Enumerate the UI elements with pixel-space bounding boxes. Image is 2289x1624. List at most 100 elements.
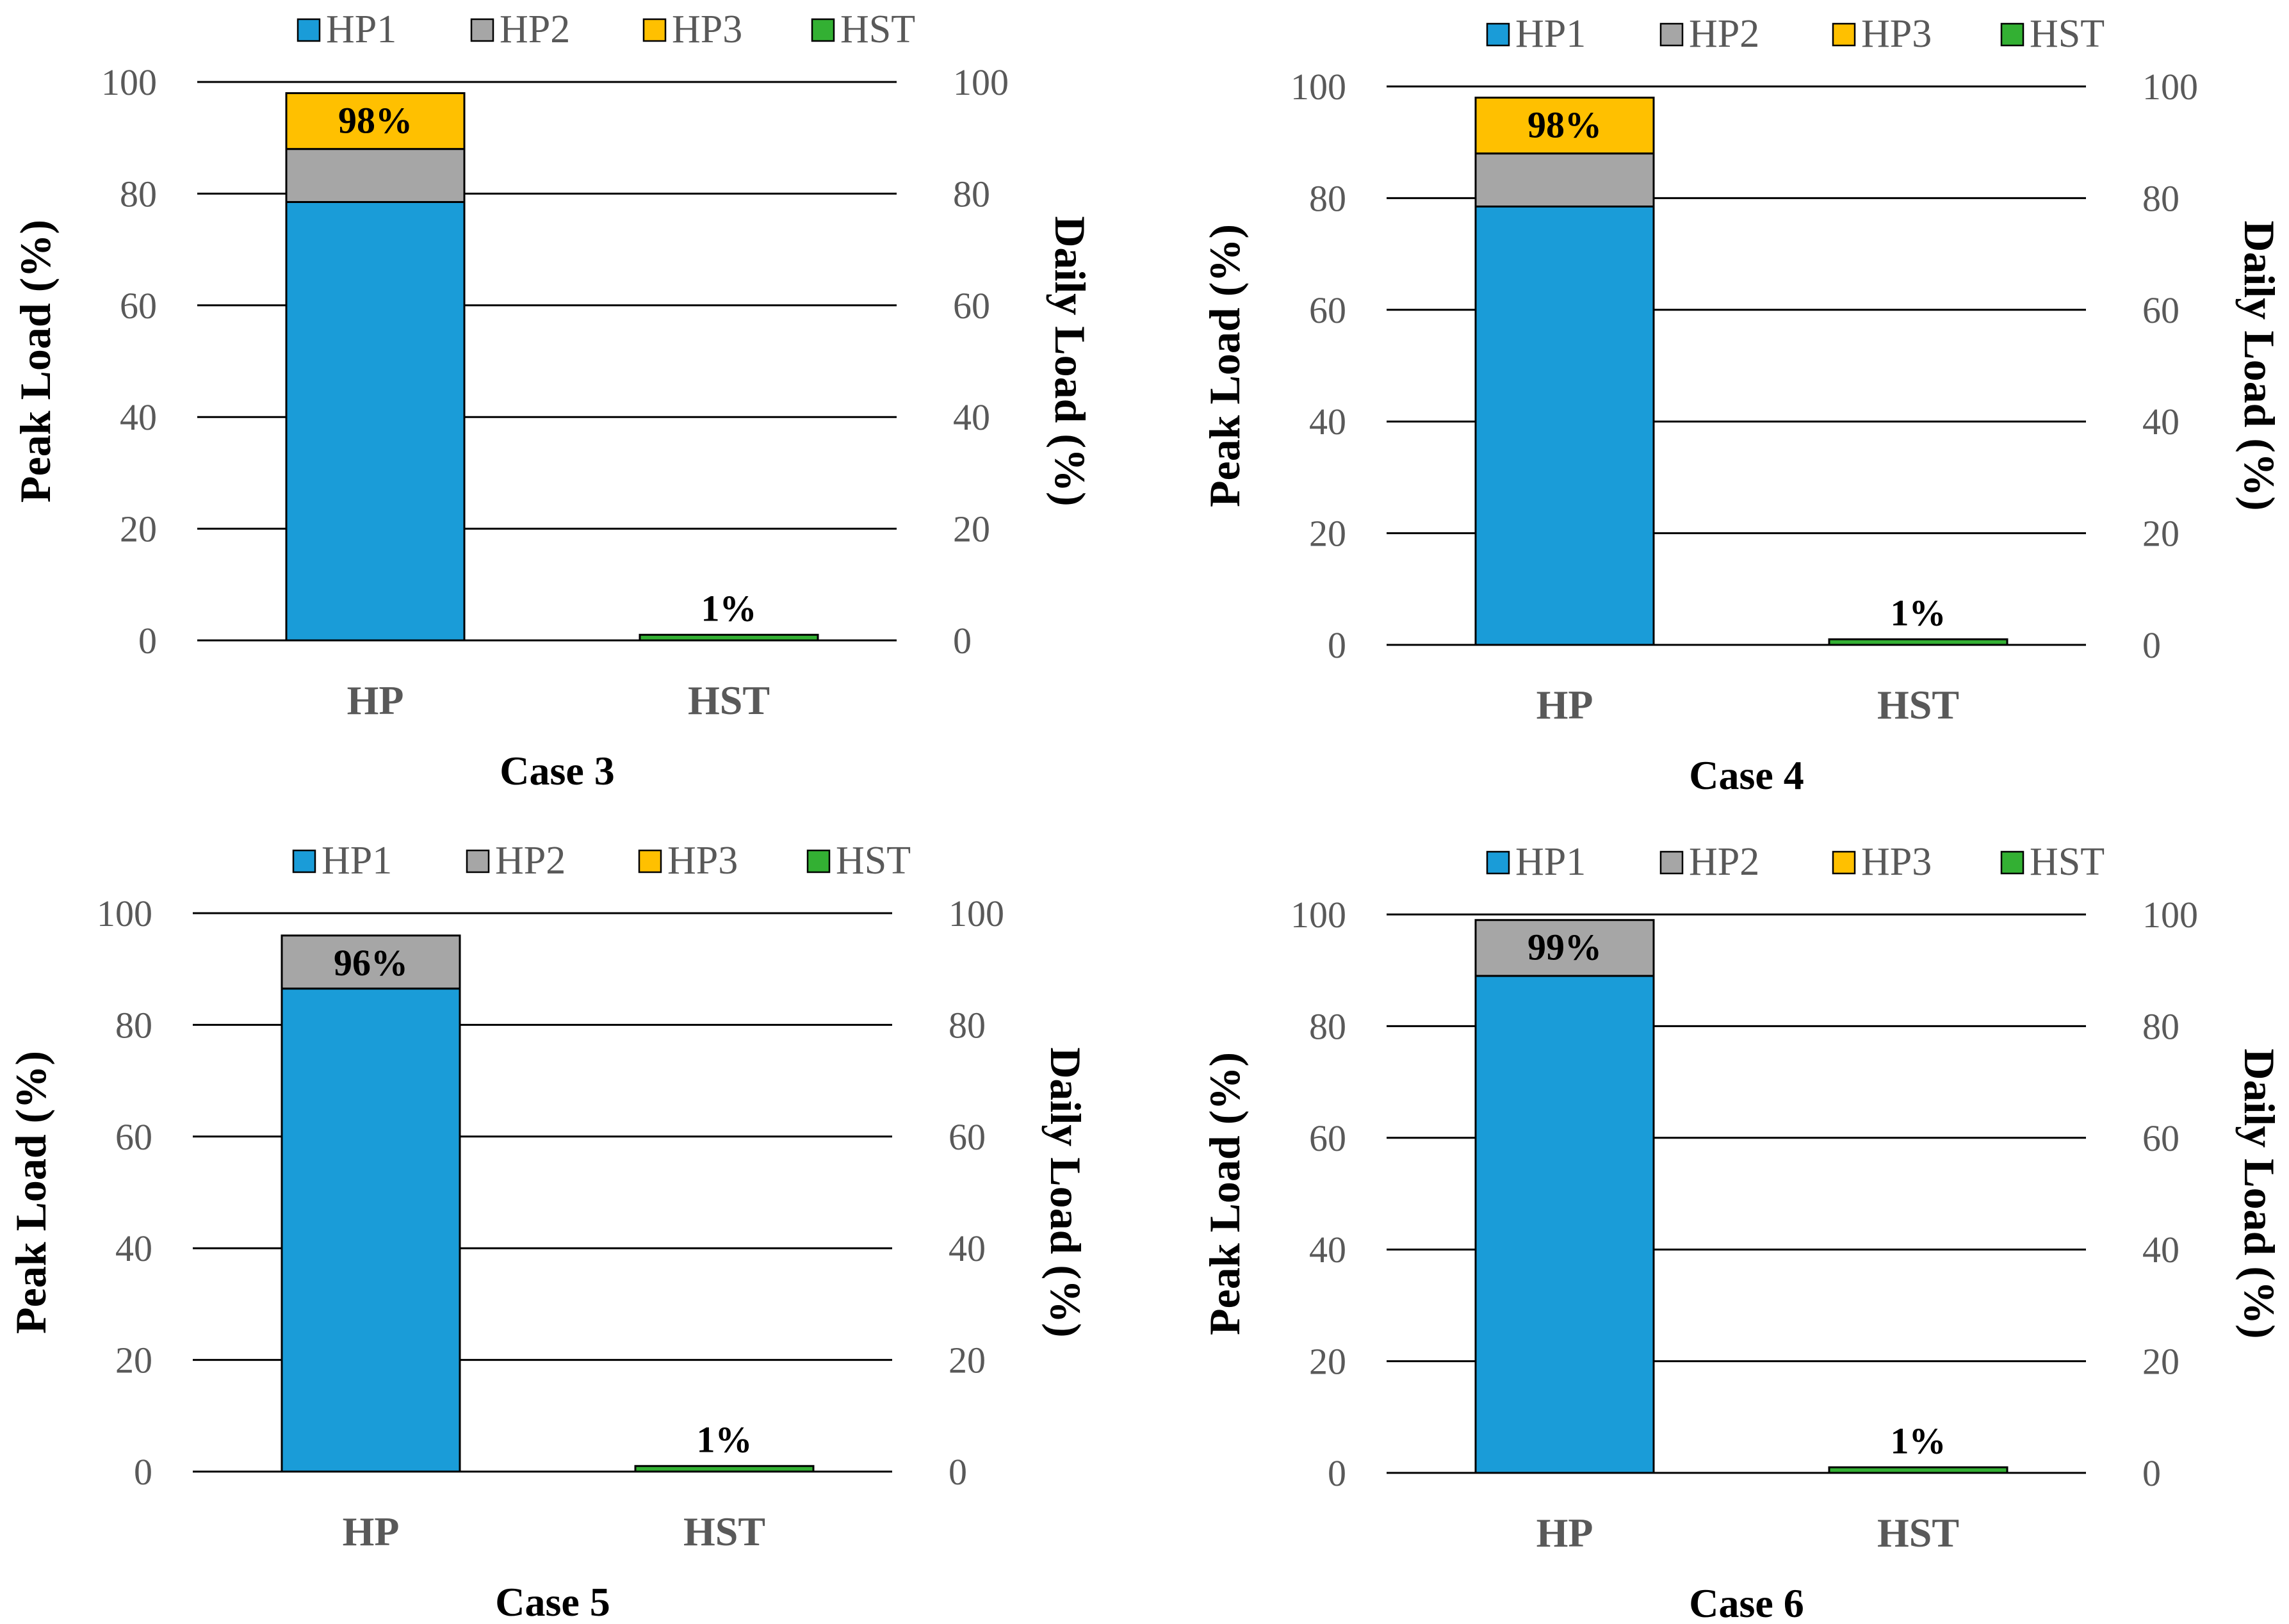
bar-hp-hp1 <box>1474 975 1655 1474</box>
chart-panel-2: 0 0 20 20 40 40 60 60 80 80 100 100 98% HP 1% HST Peak L… <box>1200 12 2284 798</box>
y2-tick-label: 40 <box>949 1228 986 1269</box>
y2-tick-label: 60 <box>949 1116 986 1158</box>
legend-swatch <box>1486 850 1510 875</box>
legend-label: HST <box>2030 12 2105 56</box>
bar-hp-hp2 <box>1474 919 1655 977</box>
legend-swatch <box>297 18 321 42</box>
y-tick-label: 60 <box>115 1116 152 1158</box>
chart-panel-3: 0 0 20 20 40 40 60 60 80 80 100 100 96% HP 1% HST Peak L… <box>6 839 1090 1624</box>
y-tick-label: 100 <box>1291 894 1346 936</box>
legend-label: HST <box>840 8 915 51</box>
legend-swatch <box>1486 22 1510 47</box>
bar-hst-hst <box>639 633 819 642</box>
y-axis-title: Peak Load (%) <box>1200 1052 1249 1335</box>
y-tick-label: 20 <box>115 1340 152 1381</box>
y2-tick-label: 40 <box>953 396 990 438</box>
bar-hp-hp1 <box>285 200 466 642</box>
data-label: 98% <box>1527 104 1602 145</box>
bar-hp-hp3 <box>285 92 466 150</box>
y2-tick-label: 20 <box>949 1340 986 1381</box>
data-label: 1% <box>1891 1420 1946 1461</box>
legend-swatch <box>806 849 831 873</box>
bar-hp-hp3 <box>1474 96 1655 155</box>
y-tick-label: 80 <box>115 1004 152 1046</box>
x-category-label: HST <box>688 678 770 723</box>
y-tick-label: 0 <box>138 620 157 662</box>
y2-tick-label: 0 <box>2142 1452 2161 1494</box>
y-tick-label: 20 <box>1309 513 1346 555</box>
y-tick-label: 0 <box>134 1451 152 1493</box>
x-category-label: HP <box>1536 682 1593 727</box>
chart-title: Case 5 <box>495 1579 610 1624</box>
x-category-label: HP <box>347 678 404 723</box>
bar-hp-hp2 <box>285 148 466 203</box>
y2-tick-label: 60 <box>953 285 990 327</box>
legend-label: HST <box>836 839 911 882</box>
bar-hst-hst <box>1828 638 2008 646</box>
y2-tick-label: 0 <box>953 620 972 662</box>
y-tick-label: 0 <box>1328 624 1346 666</box>
legend-label: HP2 <box>495 839 566 882</box>
legend-swatch <box>1659 850 1684 875</box>
x-category-label: HP <box>1536 1510 1593 1555</box>
y-tick-label: 100 <box>1291 66 1346 108</box>
y-tick-label: 20 <box>1309 1341 1346 1383</box>
legend-label: HP1 <box>1515 12 1586 56</box>
legend-swatch <box>1659 22 1684 47</box>
bar-hp-hp1 <box>281 987 461 1473</box>
y2-tick-label: 0 <box>2142 624 2161 666</box>
bar-hp-hp2 <box>1474 152 1655 207</box>
bar-hst-hst <box>1828 1466 2008 1474</box>
y-tick-label: 60 <box>120 285 157 327</box>
y-tick-label: 20 <box>120 508 157 550</box>
y-tick-label: 40 <box>115 1228 152 1269</box>
y2-tick-label: 60 <box>2142 1117 2179 1159</box>
y2-tick-label: 80 <box>2142 177 2179 219</box>
y2-tick-label: 60 <box>2142 289 2179 331</box>
y-tick-label: 80 <box>120 173 157 215</box>
y2-tick-label: 80 <box>953 173 990 215</box>
y2-tick-label: 100 <box>2142 894 2198 936</box>
y2-axis-title: Daily Load (%) <box>1041 1047 1090 1337</box>
data-label: 1% <box>701 587 757 629</box>
y2-axis-title: Daily Load (%) <box>1046 216 1095 506</box>
data-label: 1% <box>1891 592 1946 633</box>
y2-tick-label: 40 <box>2142 401 2179 443</box>
legend-label: HST <box>2030 840 2105 884</box>
legend-label: HP1 <box>1515 840 1586 884</box>
y2-tick-label: 80 <box>949 1004 986 1046</box>
y2-tick-label: 0 <box>949 1451 967 1493</box>
chart-panel-1: 0 0 20 20 40 40 60 60 80 80 100 100 98% HP 1% HST Peak L… <box>11 8 1095 793</box>
data-label: 98% <box>338 99 412 141</box>
y2-tick-label: 100 <box>2142 66 2198 108</box>
x-category-label: HST <box>1877 1510 1959 1555</box>
y-tick-label: 80 <box>1309 1005 1346 1047</box>
legend-label: HP2 <box>1689 840 1759 884</box>
x-category-label: HST <box>683 1509 765 1554</box>
legend-label: HP1 <box>322 839 392 882</box>
y2-tick-label: 40 <box>2142 1229 2179 1271</box>
y2-tick-label: 20 <box>2142 513 2179 555</box>
legend-swatch <box>470 18 494 42</box>
legend-swatch <box>2000 850 2024 875</box>
y2-axis-title: Daily Load (%) <box>2235 220 2284 510</box>
legend-label: HP3 <box>1861 12 1932 56</box>
y2-tick-label: 100 <box>949 893 1004 934</box>
y-tick-label: 80 <box>1309 177 1346 219</box>
legend-swatch <box>466 849 490 873</box>
legend-label: HP3 <box>667 839 738 882</box>
x-category-label: HST <box>1877 682 1959 727</box>
legend-swatch <box>638 849 662 873</box>
chart-panel-4: 0 0 20 20 40 40 60 60 80 80 100 100 99% HP 1% HST Peak L… <box>1200 840 2284 1624</box>
legend-swatch <box>1832 850 1856 875</box>
bar-hp-hp2 <box>281 934 461 990</box>
data-label: 99% <box>1527 927 1602 968</box>
data-label: 1% <box>697 1418 753 1460</box>
y2-tick-label: 20 <box>2142 1341 2179 1383</box>
legend-swatch <box>2000 22 2024 47</box>
bar-hp-hp1 <box>1474 205 1655 646</box>
chart-title: Case 4 <box>1689 752 1804 798</box>
legend-swatch <box>642 18 667 42</box>
y-tick-label: 100 <box>97 893 152 934</box>
